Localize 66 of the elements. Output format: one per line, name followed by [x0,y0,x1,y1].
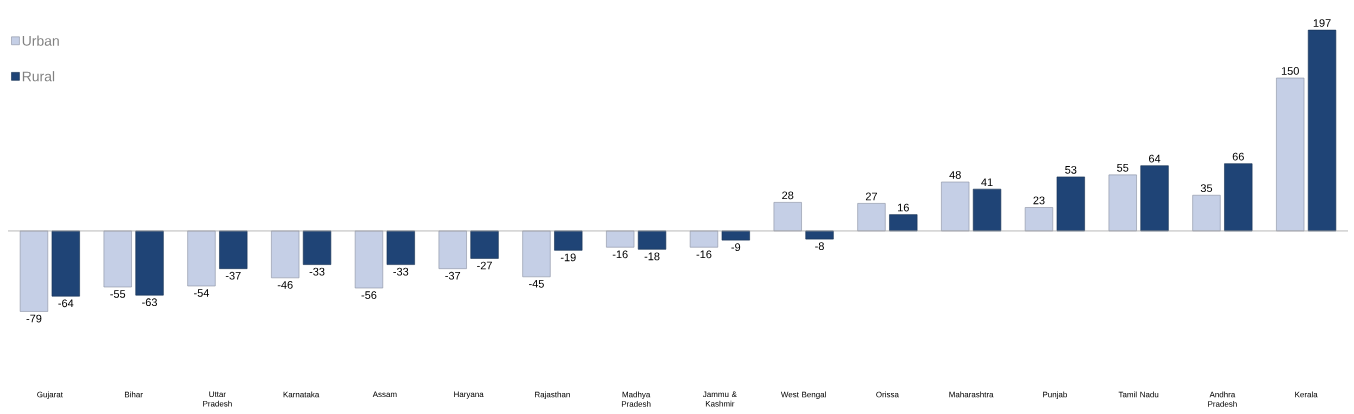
bar [889,214,918,232]
data-label: 55 [1117,164,1129,172]
data-label: -37 [445,271,461,280]
bar [438,230,467,269]
bar [19,230,49,312]
data-label: -37 [225,271,241,280]
data-label: -55 [110,290,126,298]
data-label: -54 [194,289,210,297]
data-label: 64 [1149,154,1161,163]
data-label: 35 [1200,184,1213,193]
data-label: -45 [529,280,544,288]
bar [522,230,551,278]
bar [386,230,415,265]
data-label: 48 [949,171,961,179]
data-label: -33 [393,267,409,276]
data-label: 28 [782,191,794,200]
data-label: -79 [26,314,42,323]
bar [1024,207,1054,232]
bar [271,230,300,279]
bar [1224,163,1253,232]
legend-label: Urban [22,35,59,46]
bar [1108,174,1137,232]
data-label: -19 [560,253,576,262]
bar [1140,165,1169,232]
bar [1192,194,1221,232]
data-label: 16 [898,203,909,212]
bar [637,230,667,250]
data-label: -63 [142,298,157,307]
bar [51,230,80,297]
data-label: 197 [1313,19,1331,27]
data-label: -9 [731,243,741,252]
bar [470,230,499,259]
data-label: -8 [815,242,824,251]
bar [187,230,216,287]
bar [721,230,750,241]
bar [135,230,164,296]
data-label: -33 [309,267,325,276]
bar [941,181,970,232]
bar [805,230,834,240]
bar [606,230,635,248]
data-label: -16 [612,250,628,259]
data-label: -18 [644,252,660,261]
bar [219,230,248,269]
data-label: -16 [696,250,712,259]
data-label: -64 [58,299,74,308]
legend-label: Rural [22,71,55,82]
data-label: 150 [1281,67,1299,75]
data-label: -46 [277,281,293,289]
bar [354,230,384,289]
bar [1056,176,1085,232]
data-label: 53 [1065,165,1077,174]
bar [857,203,886,232]
bar [302,230,332,265]
bar [554,230,583,251]
bar [1307,29,1337,232]
bar [1276,77,1305,232]
bar [773,202,802,232]
data-label: 27 [865,192,878,201]
data-label: 66 [1232,152,1244,161]
data-label: -27 [477,261,492,270]
bar [103,230,132,288]
bar [972,188,1002,232]
bar [689,230,719,248]
data-label: 41 [981,178,993,186]
data-label: -56 [361,291,377,299]
data-label: 23 [1033,196,1045,205]
